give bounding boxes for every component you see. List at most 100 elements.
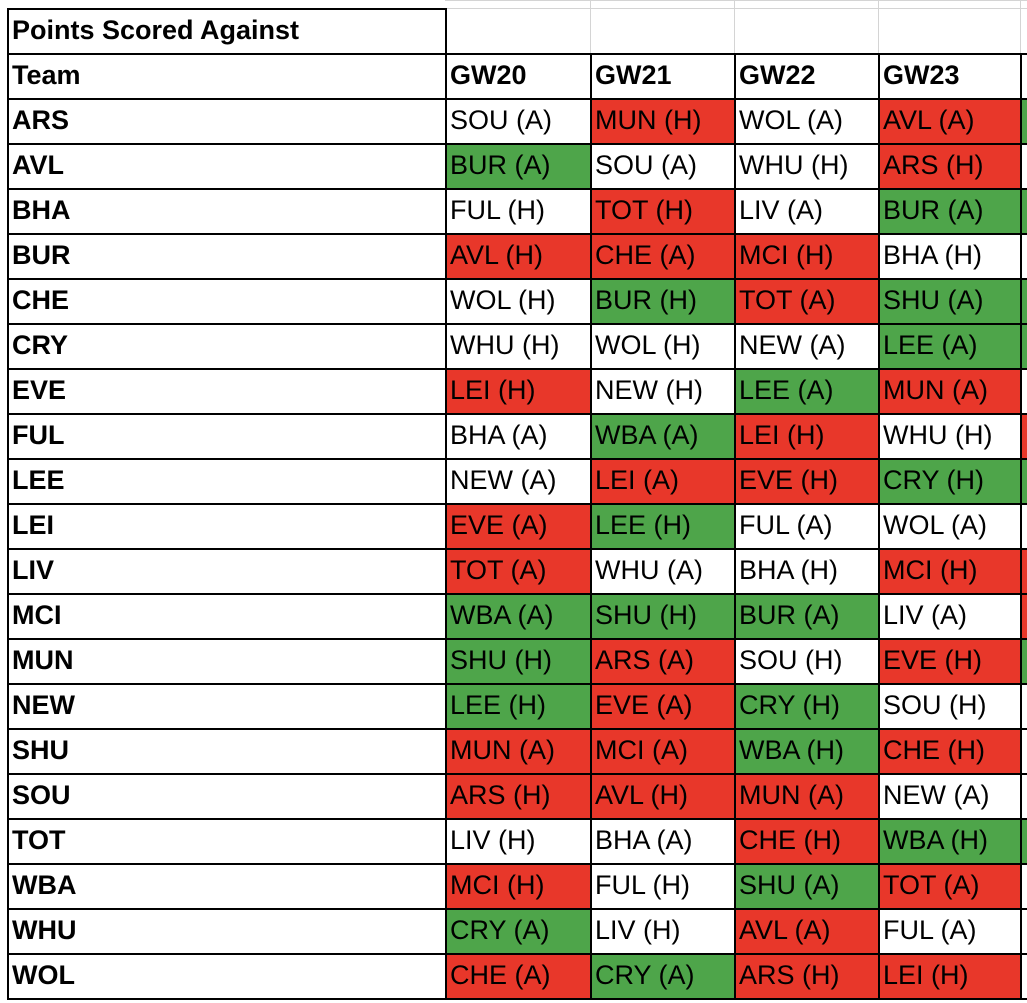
fixture-cell[interactable]: NEW (A)	[878, 773, 1020, 818]
gameweek-header[interactable]: GW23	[878, 53, 1020, 98]
team-cell[interactable]: FUL	[7, 413, 445, 458]
next-column-cell[interactable]	[1020, 188, 1027, 233]
team-cell[interactable]: SOU	[7, 773, 445, 818]
team-cell[interactable]: LIV	[7, 548, 445, 593]
fixture-cell[interactable]: EVE (H)	[734, 458, 878, 503]
fixture-cell[interactable]: SHU (H)	[445, 638, 590, 683]
fixture-cell[interactable]: AVL (H)	[590, 773, 734, 818]
fixture-cell[interactable]: MCI (H)	[878, 548, 1020, 593]
next-column-cell[interactable]	[1020, 548, 1027, 593]
fixture-cell[interactable]: WOL (A)	[734, 98, 878, 143]
table-title[interactable]: Points Scored Against	[12, 15, 300, 45]
next-column-cell[interactable]	[1020, 143, 1027, 188]
fixture-cell[interactable]: CHE (H)	[734, 818, 878, 863]
fixture-cell[interactable]: EVE (A)	[590, 683, 734, 728]
fixture-cell[interactable]: MUN (H)	[590, 98, 734, 143]
fixture-cell[interactable]: MUN (A)	[734, 773, 878, 818]
fixture-cell[interactable]: BHA (A)	[445, 413, 590, 458]
fixture-cell[interactable]: FUL (A)	[734, 503, 878, 548]
fixture-cell[interactable]: SOU (H)	[878, 683, 1020, 728]
fixture-cell[interactable]: EVE (A)	[445, 503, 590, 548]
fixture-cell[interactable]: CRY (H)	[878, 458, 1020, 503]
team-cell[interactable]: EVE	[7, 368, 445, 413]
fixture-cell[interactable]: ARS (H)	[734, 953, 878, 998]
fixture-cell[interactable]: WHU (H)	[878, 413, 1020, 458]
next-column-cell[interactable]	[1020, 638, 1027, 683]
fixture-cell[interactable]: FUL (A)	[878, 908, 1020, 953]
fixture-cell[interactable]: ARS (A)	[590, 638, 734, 683]
fixture-cell[interactable]: WHU (H)	[734, 143, 878, 188]
fixture-cell[interactable]: SHU (A)	[734, 863, 878, 908]
fixture-cell[interactable]: AVL (A)	[734, 908, 878, 953]
next-column-cell[interactable]	[1020, 368, 1027, 413]
next-column-cell[interactable]	[1020, 413, 1027, 458]
fixture-cell[interactable]: BUR (A)	[734, 593, 878, 638]
fixture-cell[interactable]: CRY (A)	[590, 953, 734, 998]
team-cell[interactable]: MCI	[7, 593, 445, 638]
fixture-cell[interactable]: SOU (H)	[734, 638, 878, 683]
fixture-cell[interactable]: CHE (A)	[590, 233, 734, 278]
fixture-cell[interactable]: CRY (A)	[445, 908, 590, 953]
fixture-cell[interactable]: BHA (A)	[590, 818, 734, 863]
fixture-cell[interactable]: LEI (H)	[734, 413, 878, 458]
fixture-cell[interactable]: TOT (A)	[734, 278, 878, 323]
fixture-cell[interactable]: EVE (H)	[878, 638, 1020, 683]
fixture-cell[interactable]: WHU (A)	[590, 548, 734, 593]
fixture-cell[interactable]: WOL (H)	[590, 323, 734, 368]
next-column-cell[interactable]	[1020, 233, 1027, 278]
team-cell[interactable]: ARS	[7, 98, 445, 143]
team-cell[interactable]: CRY	[7, 323, 445, 368]
team-cell[interactable]: LEI	[7, 503, 445, 548]
next-column-cell[interactable]	[1020, 818, 1027, 863]
fixture-cell[interactable]: LEE (A)	[878, 323, 1020, 368]
fixture-cell[interactable]: FUL (H)	[590, 863, 734, 908]
next-column-cell[interactable]	[1020, 503, 1027, 548]
next-column-cell[interactable]	[1020, 593, 1027, 638]
fixture-cell[interactable]: CHE (A)	[445, 953, 590, 998]
team-cell[interactable]: MUN	[7, 638, 445, 683]
fixture-cell[interactable]: SHU (H)	[590, 593, 734, 638]
fixture-cell[interactable]: CRY (H)	[734, 683, 878, 728]
fixture-cell[interactable]: BUR (H)	[590, 278, 734, 323]
fixture-cell[interactable]: SOU (A)	[445, 98, 590, 143]
team-cell[interactable]: SHU	[7, 728, 445, 773]
fixture-cell[interactable]: WBA (A)	[590, 413, 734, 458]
fixture-cell[interactable]: CHE (H)	[878, 728, 1020, 773]
next-column-cell[interactable]	[1020, 908, 1027, 953]
fixture-cell[interactable]: FUL (H)	[445, 188, 590, 233]
fixture-cell[interactable]: NEW (H)	[590, 368, 734, 413]
team-cell[interactable]: NEW	[7, 683, 445, 728]
fixture-cell[interactable]: AVL (H)	[445, 233, 590, 278]
fixture-cell[interactable]: AVL (A)	[878, 98, 1020, 143]
fixture-cell[interactable]: WHU (H)	[445, 323, 590, 368]
next-column-cell[interactable]	[1020, 683, 1027, 728]
fixture-cell[interactable]: WBA (A)	[445, 593, 590, 638]
fixture-cell[interactable]: BUR (A)	[445, 143, 590, 188]
team-cell[interactable]: BHA	[7, 188, 445, 233]
gameweek-header[interactable]: GW22	[734, 53, 878, 98]
fixture-cell[interactable]: BHA (H)	[878, 233, 1020, 278]
fixture-cell[interactable]: LIV (A)	[734, 188, 878, 233]
team-cell[interactable]: LEE	[7, 458, 445, 503]
team-cell[interactable]: WOL	[7, 953, 445, 998]
fixture-cell[interactable]: TOT (H)	[590, 188, 734, 233]
fixture-cell[interactable]: BHA (H)	[734, 548, 878, 593]
fixture-cell[interactable]: WBA (H)	[878, 818, 1020, 863]
fixture-cell[interactable]: LEE (H)	[445, 683, 590, 728]
next-column-cell[interactable]	[1020, 863, 1027, 908]
fixture-cell[interactable]: MUN (A)	[445, 728, 590, 773]
next-column-cell[interactable]	[1020, 953, 1027, 998]
fixture-cell[interactable]: LIV (H)	[445, 818, 590, 863]
fixture-cell[interactable]: MCI (A)	[590, 728, 734, 773]
fixture-cell[interactable]: SHU (A)	[878, 278, 1020, 323]
fixture-cell[interactable]: LIV (H)	[590, 908, 734, 953]
next-column-cell[interactable]	[1020, 323, 1027, 368]
gameweek-header[interactable]: GW20	[445, 53, 590, 98]
next-column-cell[interactable]	[1020, 98, 1027, 143]
team-cell[interactable]: TOT	[7, 818, 445, 863]
fixture-cell[interactable]: ARS (H)	[878, 143, 1020, 188]
team-cell[interactable]: CHE	[7, 278, 445, 323]
fixture-cell[interactable]: LIV (A)	[878, 593, 1020, 638]
gameweek-header[interactable]: GW21	[590, 53, 734, 98]
next-column-cell[interactable]	[1020, 728, 1027, 773]
